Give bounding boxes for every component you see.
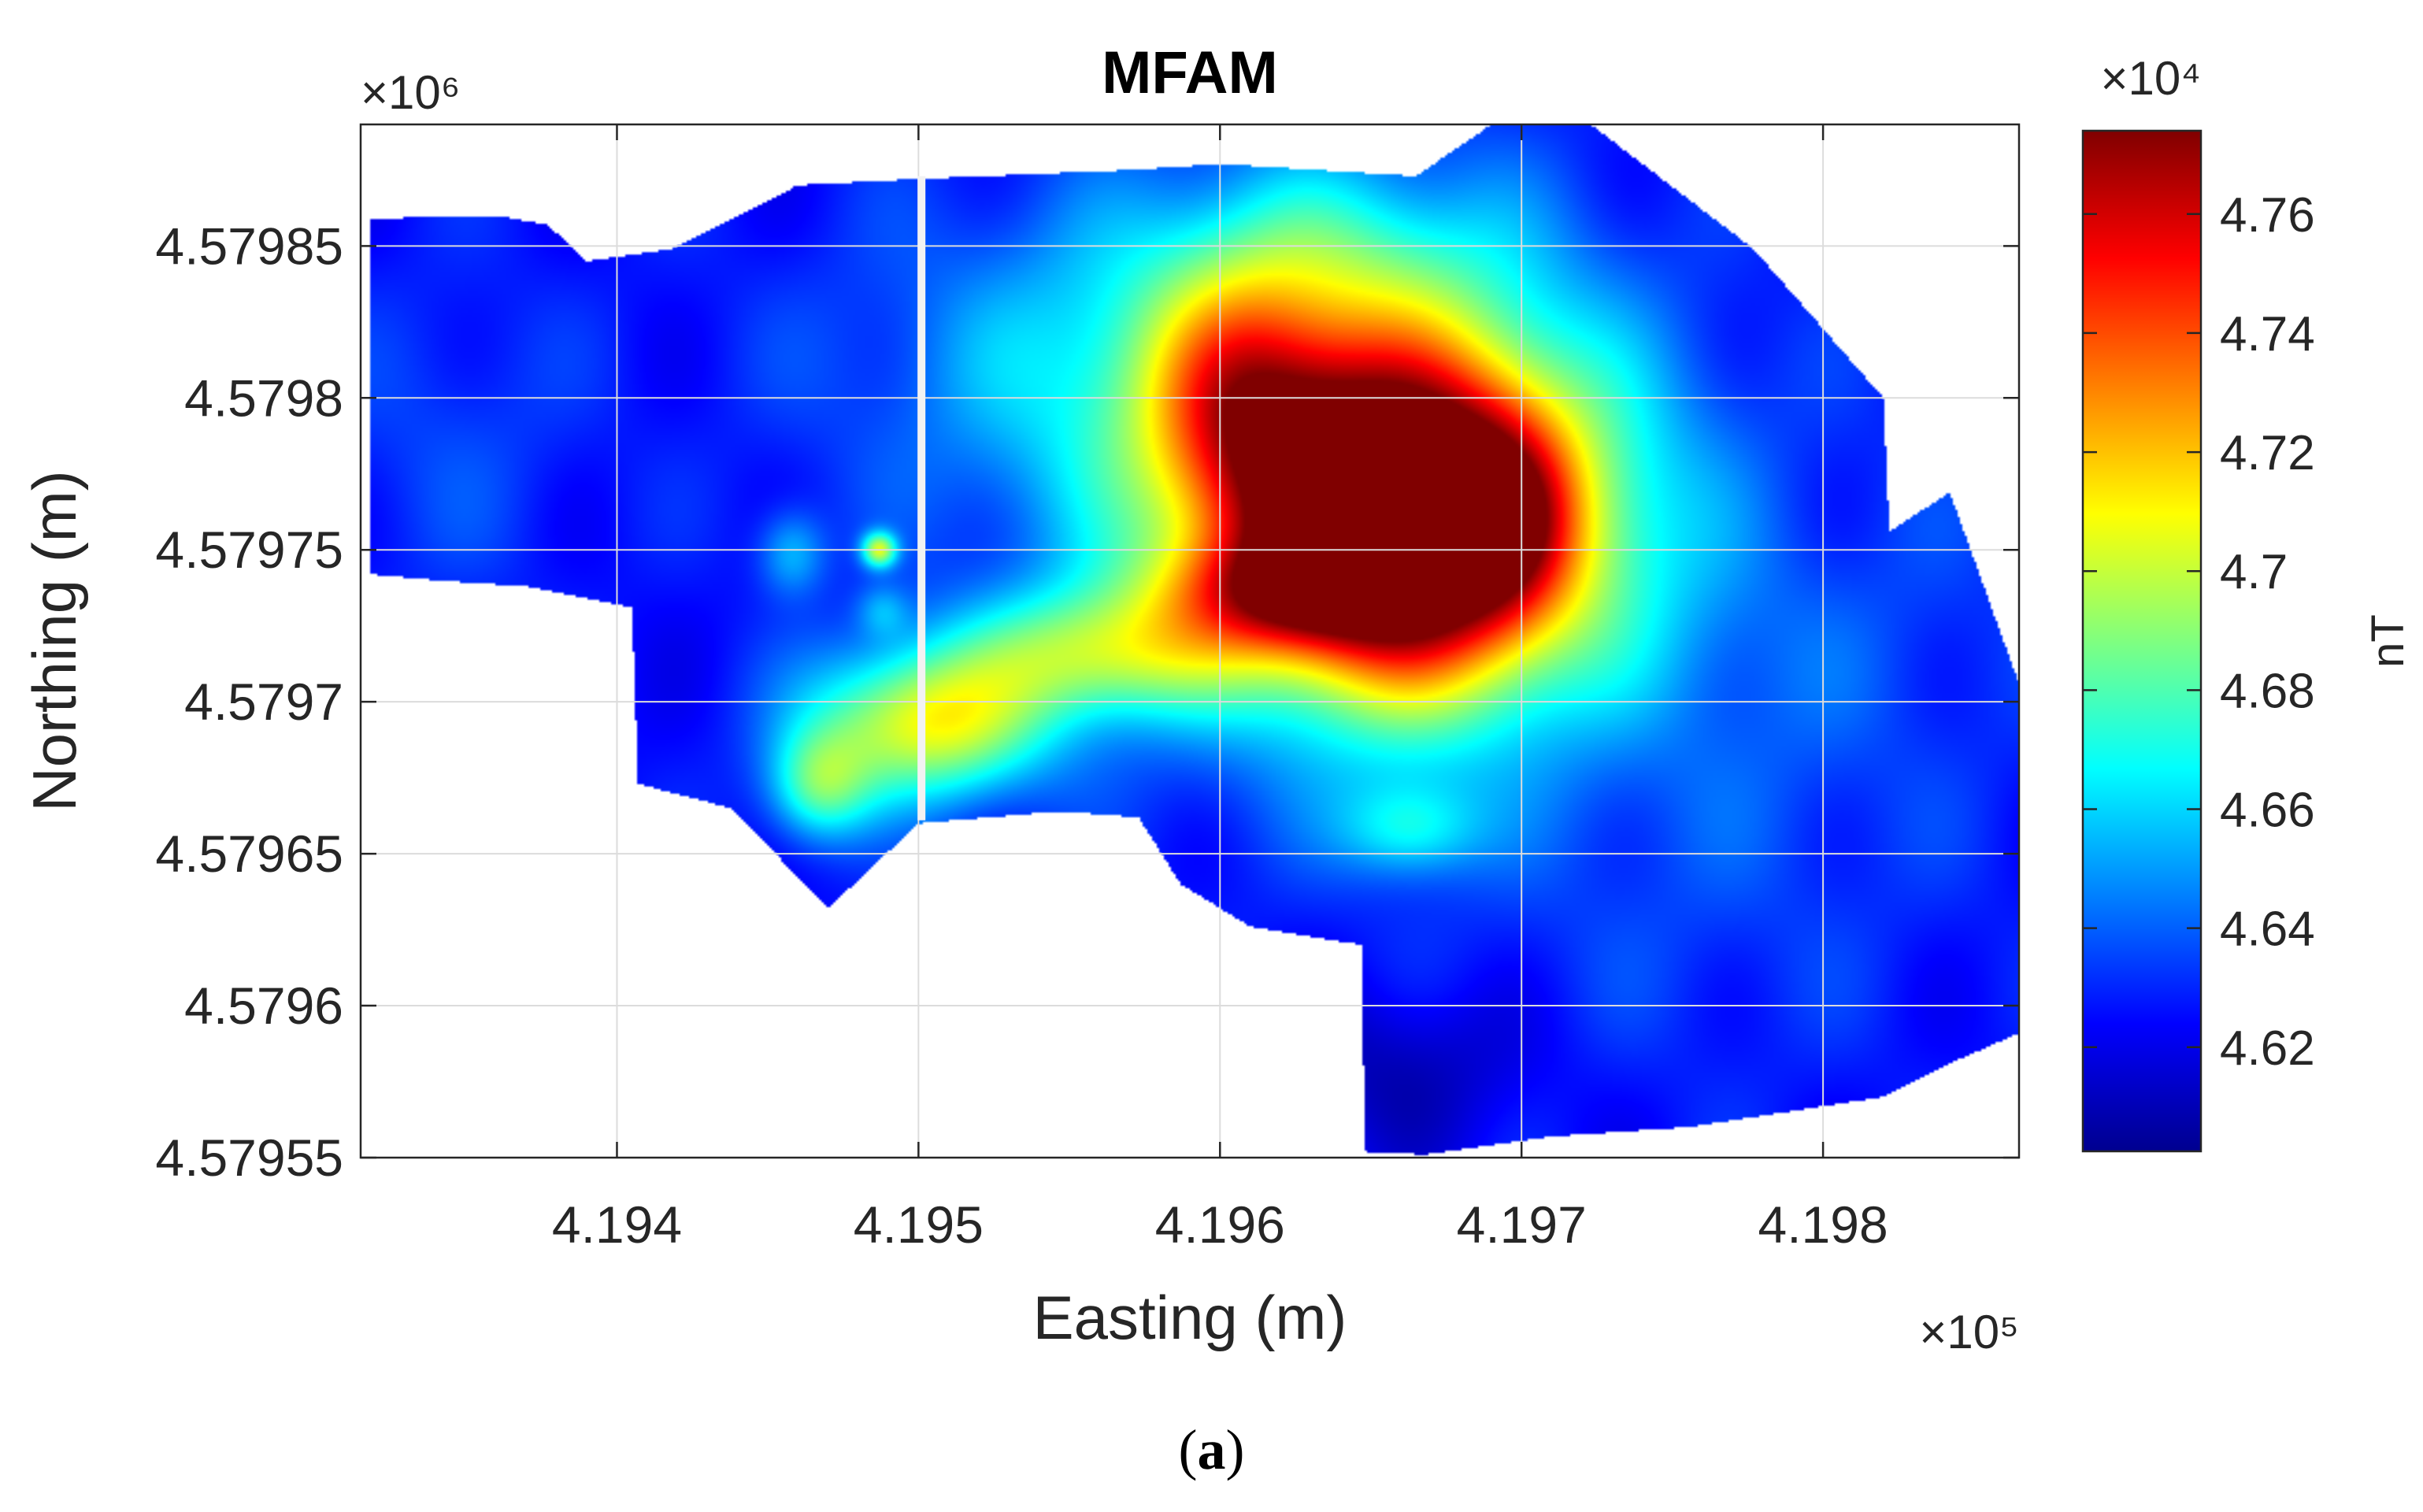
y-axis-label: Northing (m) — [20, 470, 89, 811]
colorbar-ticks: 4.62 4.64 4.66 4.68 4.7 4.72 4.74 4.76 — [2083, 188, 2315, 1076]
y-exponent-label: ×10⁶ — [361, 66, 460, 119]
y-tick-label: 4.57975 — [155, 521, 343, 579]
colorbar-unit-label: nT — [2362, 614, 2414, 668]
y-tick-label: 4.57965 — [155, 825, 343, 883]
colorbar-tick-label: 4.66 — [2220, 783, 2315, 837]
y-tick-label: 4.57955 — [155, 1128, 343, 1187]
plot-frame — [359, 123, 2021, 1159]
colorbar-tick-label: 4.64 — [2220, 902, 2315, 957]
y-tick-label: 4.57985 — [155, 217, 343, 275]
colorbar-tick-label: 4.62 — [2220, 1021, 2315, 1076]
x-tick-labels: 4.194 4.195 4.196 4.197 4.198 — [552, 1195, 1888, 1254]
colorbar-tick-label: 4.7 — [2220, 545, 2288, 599]
colorbar-tick-label: 4.76 — [2220, 188, 2315, 243]
figure-caption: (a) — [1178, 1418, 1245, 1481]
y-tick-label: 4.5797 — [184, 673, 343, 731]
heatmap-surface — [361, 124, 2019, 1158]
y-tick-labels: 4.57985 4.5798 4.57975 4.5797 4.57965 4.5796 4… — [155, 217, 343, 1187]
x-tick-label: 4.195 — [854, 1195, 984, 1254]
tick-marks — [361, 124, 2019, 1159]
colorbar-tick-label: 4.72 — [2220, 426, 2315, 480]
x-exponent-label: ×10⁵ — [1919, 1306, 2019, 1358]
magnetic-field-heatmap — [361, 124, 2019, 1158]
chart-title: MFAM — [1102, 39, 1278, 106]
x-tick-label: 4.197 — [1457, 1195, 1587, 1254]
x-axis-label: Easting (m) — [1033, 1283, 1347, 1352]
colorbar-exponent-label: ×10⁴ — [2100, 52, 2201, 105]
colorbar-tick-label: 4.68 — [2220, 664, 2315, 718]
caption-label: a — [1197, 1418, 1226, 1481]
y-tick-label: 4.5796 — [184, 976, 343, 1035]
x-tick-label: 4.198 — [1758, 1195, 1888, 1254]
y-tick-label: 4.5798 — [184, 369, 343, 427]
colorbar-tick-label: 4.74 — [2220, 307, 2315, 361]
x-tick-label: 4.196 — [1155, 1195, 1285, 1254]
colorbar — [2081, 129, 2203, 1153]
x-tick-label: 4.194 — [552, 1195, 682, 1254]
